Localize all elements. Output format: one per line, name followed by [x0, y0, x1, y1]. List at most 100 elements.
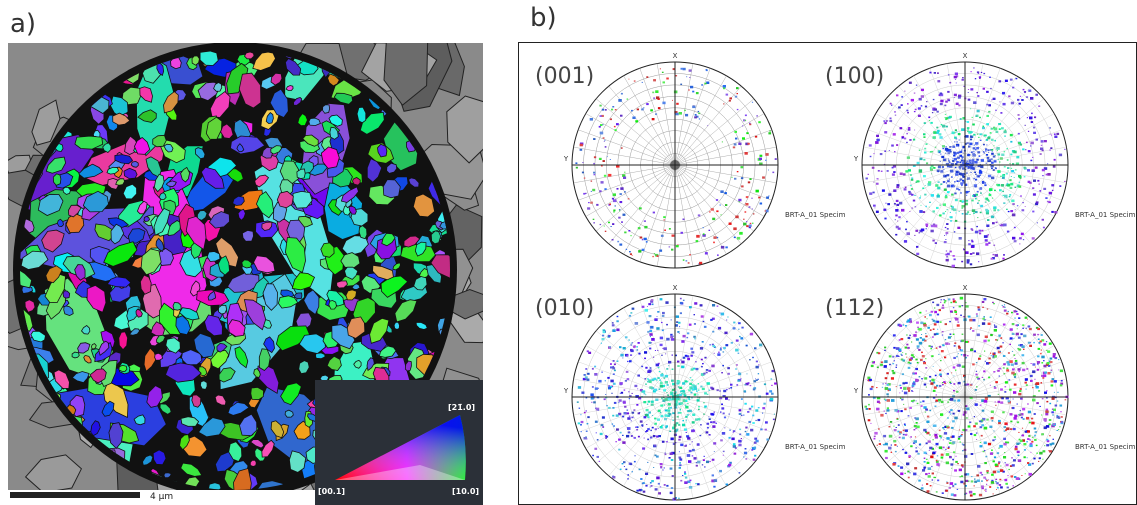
pole-point [901, 354, 903, 356]
pole-point [905, 170, 909, 173]
pole-point [906, 232, 910, 236]
pole-point [580, 420, 584, 424]
pole-point [653, 97, 656, 99]
pole-point [598, 379, 602, 383]
pole-point [969, 214, 971, 215]
pole-point [873, 181, 875, 183]
pole-point [615, 441, 617, 443]
pole-point [1049, 435, 1051, 437]
pole-point [1002, 367, 1005, 369]
pole-point [961, 333, 964, 335]
pole-point [1010, 182, 1014, 186]
pole-point [949, 146, 952, 148]
pole-point [939, 160, 941, 162]
pole-point [968, 145, 971, 148]
pole-point [979, 139, 982, 141]
pole-point [690, 391, 693, 394]
pole-point [1051, 411, 1054, 414]
pole-point [657, 367, 660, 369]
grain [297, 113, 308, 127]
pole-point [950, 336, 952, 338]
pole-point [1022, 88, 1025, 91]
pole-point [901, 208, 905, 212]
pole-point [991, 167, 993, 169]
pole-point [956, 180, 959, 182]
pole-point [878, 428, 880, 430]
pole-point [887, 389, 890, 392]
pole-point [970, 348, 974, 352]
pole-point [697, 389, 700, 391]
pole-point [583, 411, 586, 414]
pole-point [952, 145, 956, 148]
pole-point [955, 102, 959, 105]
pole-point [773, 413, 775, 415]
pole-point [961, 305, 964, 307]
pole-point [693, 323, 696, 325]
pole-point [626, 98, 629, 100]
y-axis-label: Y [853, 155, 859, 163]
pole-point [918, 348, 921, 351]
pole-point [1052, 438, 1054, 440]
pole-point [680, 231, 683, 234]
background-grain [383, 43, 429, 106]
pole-point [1041, 168, 1045, 172]
pole-point [659, 463, 663, 466]
pole-point [973, 101, 977, 104]
pole-point [706, 422, 710, 425]
pole-point [691, 351, 695, 354]
pole-point [624, 191, 626, 193]
pole-point [693, 387, 697, 390]
pole-point [749, 384, 752, 387]
pole-point [738, 142, 742, 145]
pole-point [679, 297, 682, 300]
legend-left: [00.1] [318, 487, 345, 496]
pole-point [713, 236, 717, 239]
pole-point [704, 356, 707, 359]
pole-point [973, 416, 975, 418]
pole-point [752, 414, 755, 417]
pole-point [1011, 457, 1013, 459]
pole-point [1033, 131, 1036, 134]
pole-point [1009, 78, 1013, 81]
pole-point [1052, 355, 1056, 358]
pole-point [620, 114, 623, 117]
pole-point [980, 159, 984, 162]
pole-point [701, 341, 704, 343]
pole-point [671, 354, 673, 356]
pole-point [1030, 159, 1033, 162]
pole-point [992, 439, 995, 442]
pole-point [986, 123, 989, 126]
pole-point [914, 108, 917, 111]
grain [142, 454, 154, 466]
pole-point [619, 346, 622, 349]
pole-point [947, 116, 951, 119]
pole-point [906, 356, 908, 358]
pole-point [994, 254, 998, 257]
pole-point [939, 321, 942, 323]
pole-point [947, 158, 950, 160]
pole-point [716, 305, 719, 307]
pole-point [959, 178, 963, 181]
pole-point [915, 84, 918, 86]
pole-point [1056, 414, 1059, 417]
pole-point [635, 120, 639, 123]
pole-point [922, 211, 926, 213]
pole-point [695, 240, 699, 243]
pole-point [884, 449, 888, 453]
pole-point [611, 392, 613, 394]
pole-point [1027, 410, 1031, 414]
pole-point [976, 190, 979, 193]
pole-point [599, 131, 604, 135]
pole-point [705, 69, 707, 71]
pole-point [659, 379, 661, 381]
pole-point [673, 90, 678, 94]
pole-point [1018, 117, 1021, 120]
pole-point [987, 339, 990, 342]
pole-point [976, 252, 980, 255]
pole-point [923, 175, 926, 178]
pole-point [1015, 332, 1019, 336]
pole-point [969, 318, 973, 322]
pole-point [599, 104, 602, 107]
pole-point [975, 370, 978, 372]
pole-point [1043, 187, 1047, 190]
